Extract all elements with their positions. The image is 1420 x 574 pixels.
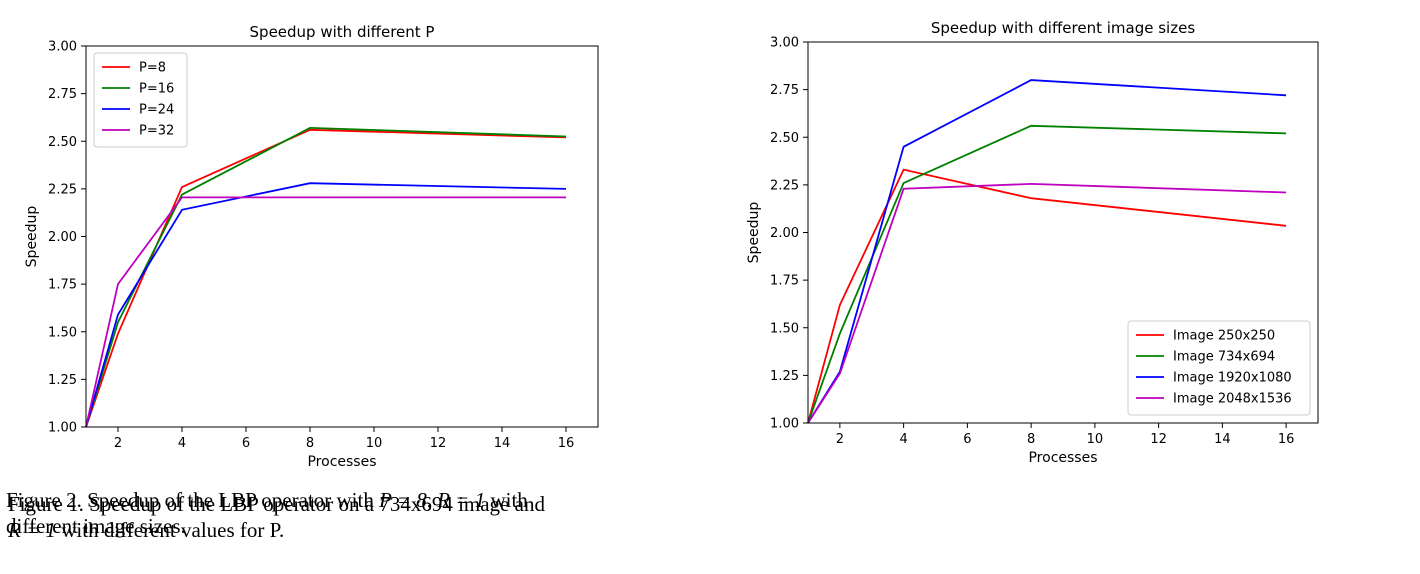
series-line (85, 128, 567, 428)
y-axis-label: Speedup (746, 202, 762, 264)
y-tick-label: 2.75 (770, 83, 799, 98)
legend-label: P=32 (139, 124, 174, 139)
series-line (85, 182, 567, 428)
caption-2-math-r: R = 1 (437, 488, 486, 512)
x-tick-label: 14 (1214, 432, 1231, 447)
figure-1-caption: Figure 1. Speedup of the LBP operator on… (8, 491, 545, 543)
series-line (807, 124, 1287, 424)
caption-1-line-2-text: with different values for P. (56, 518, 285, 542)
x-tick-label: 10 (366, 436, 383, 451)
x-tick-label: 2 (836, 432, 844, 447)
figure-1: Speedup with different P 2 4 6 8 10 12 14 16 1.00… (0, 0, 700, 574)
y-tick-label: 3.00 (48, 40, 77, 55)
legend: P=8 P=16 P=24 P=32 (93, 52, 188, 148)
legend-label: Image 1920x1080 (1173, 371, 1292, 386)
chart-1: Speedup with different P 2 4 6 8 10 12 14 16 1.00… (24, 23, 599, 470)
legend-box (93, 52, 188, 148)
y-tick-label: 1.75 (770, 274, 799, 289)
y-tick-label: 2.25 (770, 178, 799, 193)
x-tick-label: 4 (178, 436, 186, 451)
caption-2-line-1: Figure 2. Speedup of the LBP operator wi… (6, 487, 528, 513)
legend: Image 250x250 Image 734x694 Image 1920x108… (1127, 320, 1311, 416)
caption-2-sep: , (426, 488, 438, 512)
x-tick-label: 6 (963, 432, 971, 447)
y-tick-label: 2.75 (48, 87, 77, 102)
series-line (85, 196, 566, 428)
y-tick-label: 1.25 (770, 369, 799, 384)
y-tick-label: 1.00 (770, 417, 799, 432)
y-tick-label: 2.50 (770, 131, 799, 146)
x-tick-label: 8 (1027, 432, 1035, 447)
legend-label: P=8 (139, 61, 166, 76)
chart-title: Speedup with different image sizes (931, 19, 1195, 37)
y-tick-label: 1.00 (48, 421, 77, 436)
x-tick-label: 10 (1087, 432, 1104, 447)
x-axis-label: Processes (307, 454, 376, 470)
y-tick-label: 3.00 (770, 36, 799, 51)
x-tick-label: 12 (430, 436, 447, 451)
legend-label: Image 250x250 (1173, 329, 1275, 344)
y-axis-label: Speedup (24, 206, 40, 268)
y-tick-label: 2.00 (770, 226, 799, 241)
caption-1-line-1: Figure 1. Speedup of the LBP operator on… (8, 492, 545, 516)
x-tick-label: 12 (1150, 432, 1167, 447)
x-tick-label: 6 (242, 436, 250, 451)
caption-2-math-p: P = 8 (379, 488, 427, 512)
y-tick-label: 2.25 (48, 182, 77, 197)
figure-2-caption: Figure 2. Speedup of the LBP operator wi… (6, 487, 528, 539)
legend-label: P=16 (139, 82, 174, 97)
chart-2: Speedup with different image sizes 2 4 6 8 10… (746, 19, 1319, 466)
legend-label: Image 734x694 (1173, 350, 1275, 365)
legend-label: P=24 (139, 103, 174, 118)
x-tick-label: 8 (306, 436, 314, 451)
x-axis-label: Processes (1028, 450, 1097, 466)
chart-title: Speedup with different P (250, 23, 435, 41)
x-tick-label: 4 (899, 432, 907, 447)
x-tick-label: 16 (1278, 432, 1295, 447)
caption-2-end: with (485, 488, 528, 512)
series-line (807, 168, 1287, 424)
figure-2: Speedup with different image sizes 2 4 6 8 10… (720, 0, 1420, 574)
caption-1-line-2: R = 1 with different values for P. (8, 517, 545, 543)
legend-label: Image 2048x1536 (1173, 392, 1292, 407)
y-tick-label: 2.00 (48, 230, 77, 245)
series-line (807, 182, 1287, 424)
y-tick-label: 1.50 (770, 321, 799, 336)
x-tick-label: 14 (494, 436, 511, 451)
legend-box (1127, 320, 1311, 416)
y-tick-label: 1.50 (48, 325, 77, 340)
caption-2-line-2: different image sizes. (6, 514, 186, 538)
y-tick-label: 1.25 (48, 373, 77, 388)
x-tick-label: 16 (558, 436, 575, 451)
caption-2-text: Figure 2. Speedup of the LBP operator wi… (6, 488, 380, 512)
y-tick-label: 2.50 (48, 135, 77, 150)
x-tick-label: 2 (114, 436, 122, 451)
caption-1-math: R = 1 (8, 518, 56, 542)
y-tick-label: 1.75 (48, 278, 77, 293)
series-line (85, 126, 567, 428)
